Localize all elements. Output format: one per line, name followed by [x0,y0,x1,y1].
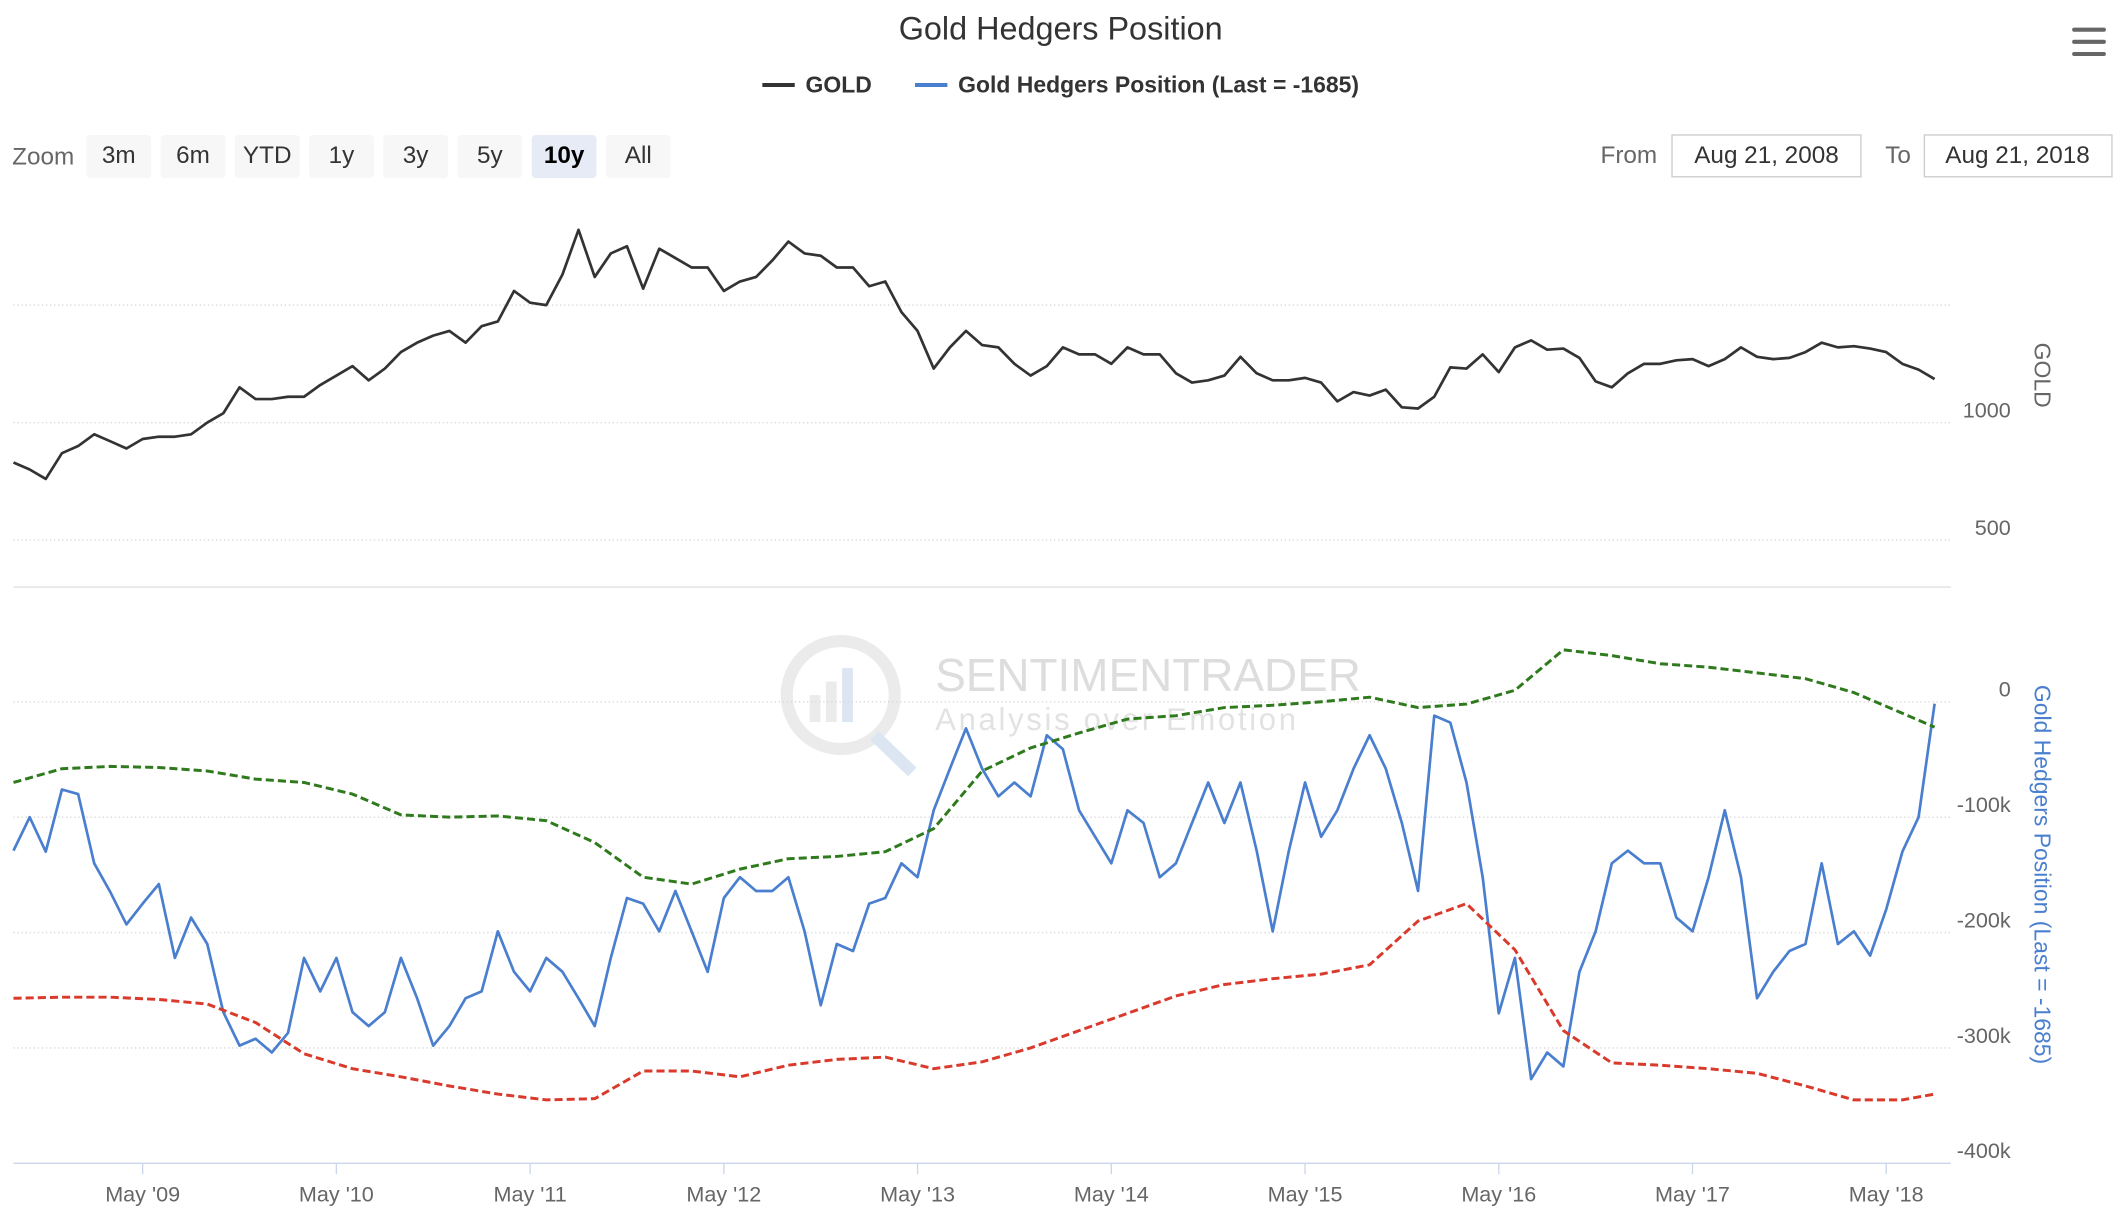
zoom-button-label: All [625,142,652,169]
x-tick-label: May '15 [1268,1181,1343,1206]
to-input[interactable] [1923,134,2113,178]
zoom-button-label: 1y [329,142,356,169]
watermark-bar [842,668,853,723]
zoom-button[interactable] [605,134,671,179]
y-tick-label: -400k [1957,1138,2011,1163]
x-tick-label: May '09 [105,1181,180,1206]
y-axis-title: GOLD [2029,343,2055,408]
to-label: To [1885,142,1911,169]
zoom-button[interactable] [531,134,597,179]
y-tick-label: -200k [1957,907,2011,932]
series-line [12,703,1936,1081]
zoom-button[interactable] [309,134,374,179]
x-tick-label: May '14 [1074,1181,1149,1206]
x-tick-label: May '13 [880,1181,955,1206]
x-tick-label: May '10 [299,1181,374,1206]
zoom-button[interactable] [383,134,449,179]
x-tick-label: May '17 [1655,1181,1730,1206]
zoom-button[interactable] [160,134,226,179]
watermark-handle [870,731,917,777]
zoom-button[interactable] [234,134,300,179]
zoom-label: Zoom [12,143,74,170]
legend-label: Gold Hedgers Position (Last = -1685) [958,71,1359,97]
zoom-button[interactable] [86,134,152,179]
band-line [13,648,1936,886]
chart-title: Gold Hedgers Position [899,11,1223,47]
watermark-name: SENTIMENTRADER [935,649,1361,701]
legend-label: GOLD [806,71,872,97]
watermark-ring [780,634,901,756]
y-tick-label: -100k [1957,792,2011,817]
y-axis-title: Gold Hedgers Position (Last = -1685) [2029,685,2055,1064]
from-date: Aug 21, 2008 [1694,142,1838,169]
x-tick-label: May '18 [1849,1181,1924,1206]
from-label: From [1601,142,1658,169]
to-date: Aug 21, 2018 [1945,142,2089,169]
y-tick-label: 0 [1999,677,2011,702]
x-tick-label: May '12 [686,1181,761,1206]
y-tick-label: 500 [1975,515,2011,540]
watermark-logo [780,634,917,777]
from-input[interactable] [1671,134,1862,178]
legend: GOLD Gold Hedgers Position (Last = -1685) [762,71,1359,97]
band-line [13,902,1935,1102]
menu-button[interactable] [2072,27,2106,57]
series-line [12,228,1936,481]
zoom-button-label: 10y [544,142,585,169]
y-tick-label: -300k [1957,1023,2011,1048]
y-tick-label: 1000 [1963,397,2011,422]
legend-item: GOLD [762,71,872,97]
zoom-button-label: 3y [403,142,430,169]
x-tick-label: May '16 [1461,1181,1536,1206]
zoom-button-label: 3m [102,142,136,169]
zoom-button-label: 5y [477,142,504,169]
zoom-button-label: 6m [176,142,210,169]
legend-item: Gold Hedgers Position (Last = -1685) [914,71,1359,97]
watermark-bar [809,695,821,723]
zoom-button-label: YTD [243,142,292,169]
series-layer [12,228,1936,1102]
x-tick-label: May '11 [493,1181,566,1206]
zoom-button[interactable] [457,134,523,179]
